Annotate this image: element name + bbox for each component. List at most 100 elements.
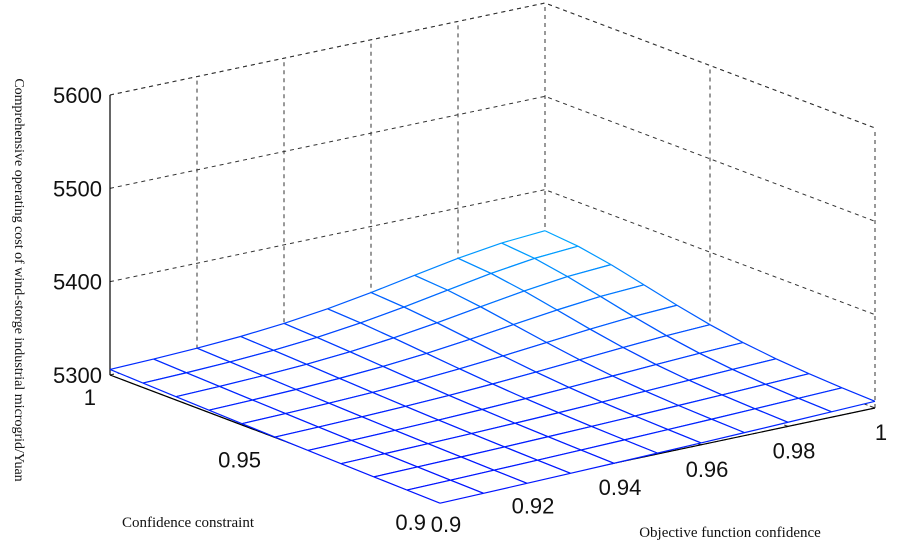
tick-labels: 5300 5400 5500 5600 0.9 0.92 0.94 0.96 0.98 1 0.9 0… — [53, 83, 887, 537]
mesh-line — [490, 257, 535, 275]
mesh-line — [579, 359, 613, 377]
mesh-line — [328, 402, 363, 418]
mesh-line — [351, 439, 385, 455]
mesh-line — [493, 469, 528, 484]
mesh-line — [502, 341, 547, 357]
mesh-line — [262, 363, 307, 377]
mesh-line — [567, 264, 612, 278]
surface-patch — [327, 292, 404, 323]
y-tick-label: 1 — [84, 385, 96, 410]
mesh-line — [405, 405, 439, 421]
mesh-line — [208, 399, 253, 411]
mesh-line — [493, 459, 538, 471]
mesh-line — [558, 401, 603, 414]
mesh-line — [831, 400, 876, 413]
mesh-line — [525, 386, 570, 400]
mesh-line — [373, 466, 418, 478]
mesh-line — [285, 413, 319, 428]
mesh-line — [546, 341, 580, 361]
surface-patch — [567, 264, 644, 297]
mesh-line — [370, 274, 415, 294]
mesh-line — [229, 361, 264, 377]
mesh-line — [502, 355, 537, 373]
mesh-line — [175, 396, 210, 411]
mesh-line — [262, 375, 297, 391]
mesh-line — [370, 292, 405, 308]
mesh-line — [721, 394, 756, 410]
box-top-edge — [109, 2, 876, 129]
mesh-line — [744, 421, 789, 434]
mesh-line — [765, 373, 810, 385]
mesh-line — [307, 449, 342, 465]
mesh-line — [405, 394, 450, 407]
mesh-line — [318, 426, 352, 441]
mesh-line — [567, 276, 601, 297]
mesh-line — [241, 423, 276, 438]
mesh-line — [841, 387, 876, 402]
mesh-line — [450, 469, 495, 481]
mesh-line — [742, 341, 777, 360]
mesh-line — [514, 412, 559, 424]
mesh-line — [208, 409, 243, 425]
mesh-line — [526, 472, 571, 484]
mesh-line — [798, 387, 843, 399]
mesh-line — [568, 386, 603, 403]
mesh-line — [448, 383, 493, 396]
mesh-line — [295, 377, 340, 391]
mesh-line — [612, 363, 657, 377]
mesh-line — [274, 426, 319, 438]
mesh-line — [610, 264, 645, 286]
mesh-line — [340, 463, 375, 478]
surface-patch — [447, 273, 524, 307]
mesh-line — [537, 459, 571, 474]
mesh-line — [622, 346, 657, 366]
mesh-line — [709, 324, 744, 344]
mesh-line — [601, 390, 646, 403]
mesh-line — [577, 245, 612, 266]
mesh-line — [501, 242, 535, 259]
mesh-line — [274, 436, 309, 451]
mesh-line — [580, 449, 615, 464]
mesh-line — [568, 375, 613, 388]
mesh-line — [600, 284, 645, 298]
mesh-line — [316, 322, 361, 338]
mesh-line — [612, 375, 646, 392]
mesh-line — [382, 365, 417, 382]
mesh-line — [414, 274, 448, 291]
mesh-line — [394, 419, 439, 431]
surface-patch — [360, 307, 437, 338]
mesh-line — [580, 439, 625, 451]
mesh-line — [579, 346, 624, 361]
mesh-line — [667, 429, 702, 444]
mesh-line — [327, 291, 372, 310]
mesh-line — [360, 306, 405, 324]
mesh-line — [415, 380, 450, 396]
mesh-line — [775, 358, 810, 375]
mesh-line — [273, 336, 318, 351]
mesh-line — [732, 358, 777, 371]
mesh-line — [480, 306, 514, 326]
mesh-line — [109, 358, 154, 370]
mesh-line — [406, 489, 441, 504]
mesh-line — [393, 322, 438, 339]
mesh-line — [142, 382, 177, 398]
mesh-line — [306, 351, 351, 365]
surface-patch — [600, 284, 677, 317]
mesh-line — [678, 404, 712, 420]
x-tick-label: 0.92 — [512, 494, 555, 519]
mesh-line — [591, 415, 636, 428]
mesh-line — [469, 324, 514, 340]
mesh-line — [384, 453, 418, 468]
mesh-line — [349, 337, 394, 353]
mesh-line — [655, 364, 690, 381]
mesh-line — [634, 415, 669, 431]
x-tick-label: 0.94 — [599, 475, 642, 500]
mesh-line — [666, 324, 711, 337]
surface-patch — [534, 246, 611, 277]
mesh-line — [513, 309, 558, 326]
mesh-line — [699, 352, 733, 370]
mesh-line — [589, 328, 624, 349]
z-gridline — [109, 2, 876, 129]
mesh-line — [534, 257, 568, 278]
